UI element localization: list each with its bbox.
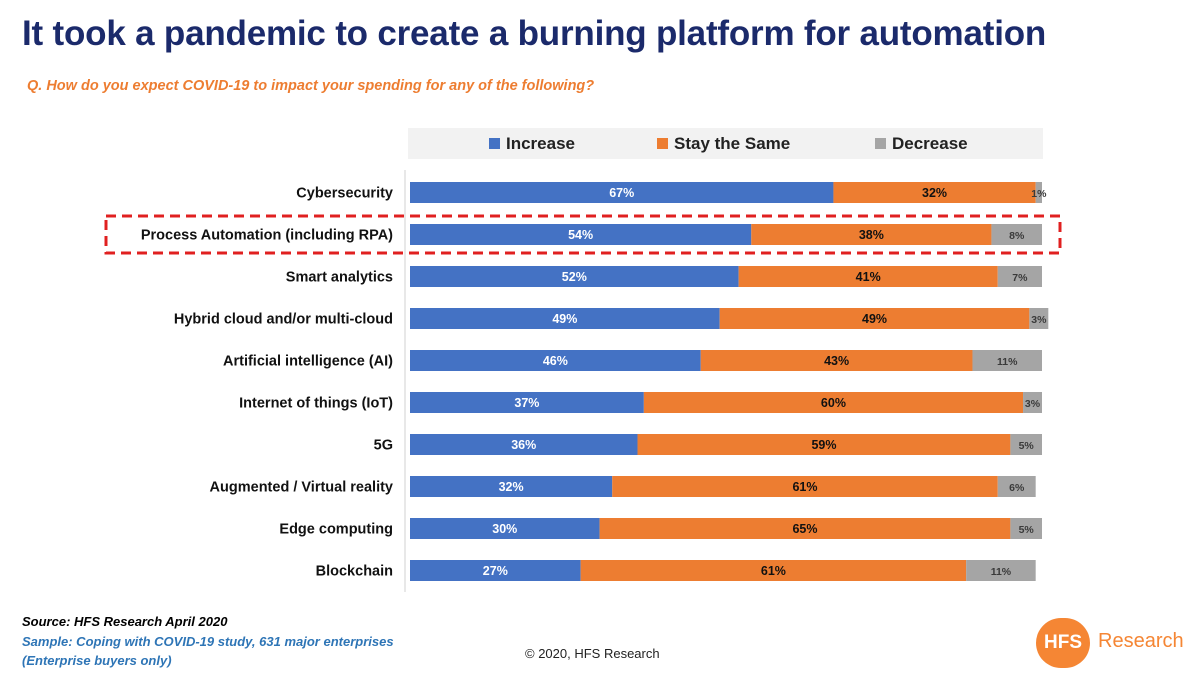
legend-swatch-2 [875, 138, 886, 149]
data-label: 37% [514, 396, 539, 410]
data-label: 49% [862, 312, 887, 326]
data-label: 46% [543, 354, 568, 368]
logo-wordmark: Research [1098, 630, 1184, 652]
category-label: Process Automation (including RPA) [141, 228, 393, 244]
bar-segment-stay [612, 476, 998, 497]
hfs-logo-icon: HFS [1036, 618, 1090, 668]
category-label: Hybrid cloud and/or multi-cloud [174, 312, 393, 328]
legend-label-2: Decrease [892, 134, 968, 153]
data-label: 38% [859, 228, 884, 242]
legend-swatch-1 [657, 138, 668, 149]
bar-segment-decrease [1023, 392, 1042, 413]
data-label: 32% [499, 480, 524, 494]
bar-segment-increase [410, 518, 600, 539]
data-label: 5% [1019, 524, 1035, 536]
data-label: 6% [1009, 482, 1025, 494]
bar-segment-stay [738, 266, 998, 287]
data-label: 65% [792, 522, 817, 536]
legend-label-0: Increase [506, 134, 575, 153]
data-label: 5% [1019, 440, 1035, 452]
bar-segment-stay [637, 434, 1011, 455]
bar-segment-increase [410, 434, 638, 455]
bar-segment-decrease [1035, 182, 1042, 203]
category-label: Cybersecurity [296, 186, 393, 202]
bar-segment-decrease [972, 350, 1042, 371]
sample-note: Sample: Coping with COVID-19 study, 631 … [22, 634, 394, 649]
data-label: 43% [824, 354, 849, 368]
bar-segment-stay [599, 518, 1011, 539]
bar-segment-stay [719, 308, 1030, 329]
bar-segment-increase [410, 350, 701, 371]
bar-segment-increase [410, 224, 752, 245]
category-label: Augmented / Virtual reality [210, 480, 393, 496]
category-label: Artificial intelligence (AI) [223, 354, 393, 370]
sample-qualifier: (Enterprise buyers only) [22, 653, 172, 668]
category-label: Edge computing [279, 522, 393, 538]
bar-segment-stay [643, 392, 1024, 413]
bar-segment-increase [410, 266, 739, 287]
legend-background [408, 128, 1043, 159]
bar-segment-decrease [1029, 308, 1049, 329]
category-label: Smart analytics [286, 270, 393, 286]
bar-segment-stay [751, 224, 992, 245]
data-label: 41% [856, 270, 881, 284]
bar-segment-increase [410, 182, 834, 203]
legend-swatch-0 [489, 138, 500, 149]
data-label: 27% [483, 564, 508, 578]
legend-label-1: Stay the Same [674, 134, 790, 153]
data-label: 30% [492, 522, 517, 536]
bar-segment-stay [580, 560, 967, 581]
data-label: 61% [761, 564, 786, 578]
bar-segment-decrease [966, 560, 1036, 581]
data-label: 7% [1012, 272, 1028, 284]
data-label: 3% [1031, 314, 1047, 326]
data-label: 59% [811, 438, 836, 452]
bar-segment-increase [410, 560, 581, 581]
data-label: 1% [1031, 188, 1047, 200]
category-label: Internet of things (IoT) [239, 396, 393, 412]
data-label: 52% [562, 270, 587, 284]
data-label: 67% [609, 186, 634, 200]
data-label: 11% [991, 566, 1012, 578]
data-label: 61% [792, 480, 817, 494]
data-label: 60% [821, 396, 846, 410]
page-title: It took a pandemic to create a burning p… [22, 14, 1047, 53]
bar-segment-increase [410, 476, 613, 497]
category-label: 5G [374, 438, 393, 454]
copyright: © 2020, HFS Research [525, 646, 660, 661]
data-label: 54% [568, 228, 593, 242]
survey-question: Q. How do you expect COVID-19 to impact … [27, 78, 595, 94]
bar-segment-decrease [997, 476, 1036, 497]
bar-segment-decrease [991, 224, 1042, 245]
data-label: 8% [1009, 230, 1025, 242]
data-label: 32% [922, 186, 947, 200]
data-label: 36% [511, 438, 536, 452]
bar-segment-decrease [997, 266, 1042, 287]
bar-segment-stay [700, 350, 973, 371]
data-label: 11% [997, 356, 1018, 368]
category-label: Blockchain [316, 564, 393, 580]
data-label: 3% [1025, 398, 1041, 410]
bar-segment-decrease [1010, 518, 1042, 539]
data-label: 49% [552, 312, 577, 326]
bar-segment-increase [410, 308, 720, 329]
bar-segment-increase [410, 392, 644, 413]
source-note: Source: HFS Research April 2020 [22, 614, 228, 629]
bar-segment-stay [833, 182, 1036, 203]
bar-segment-decrease [1010, 434, 1042, 455]
